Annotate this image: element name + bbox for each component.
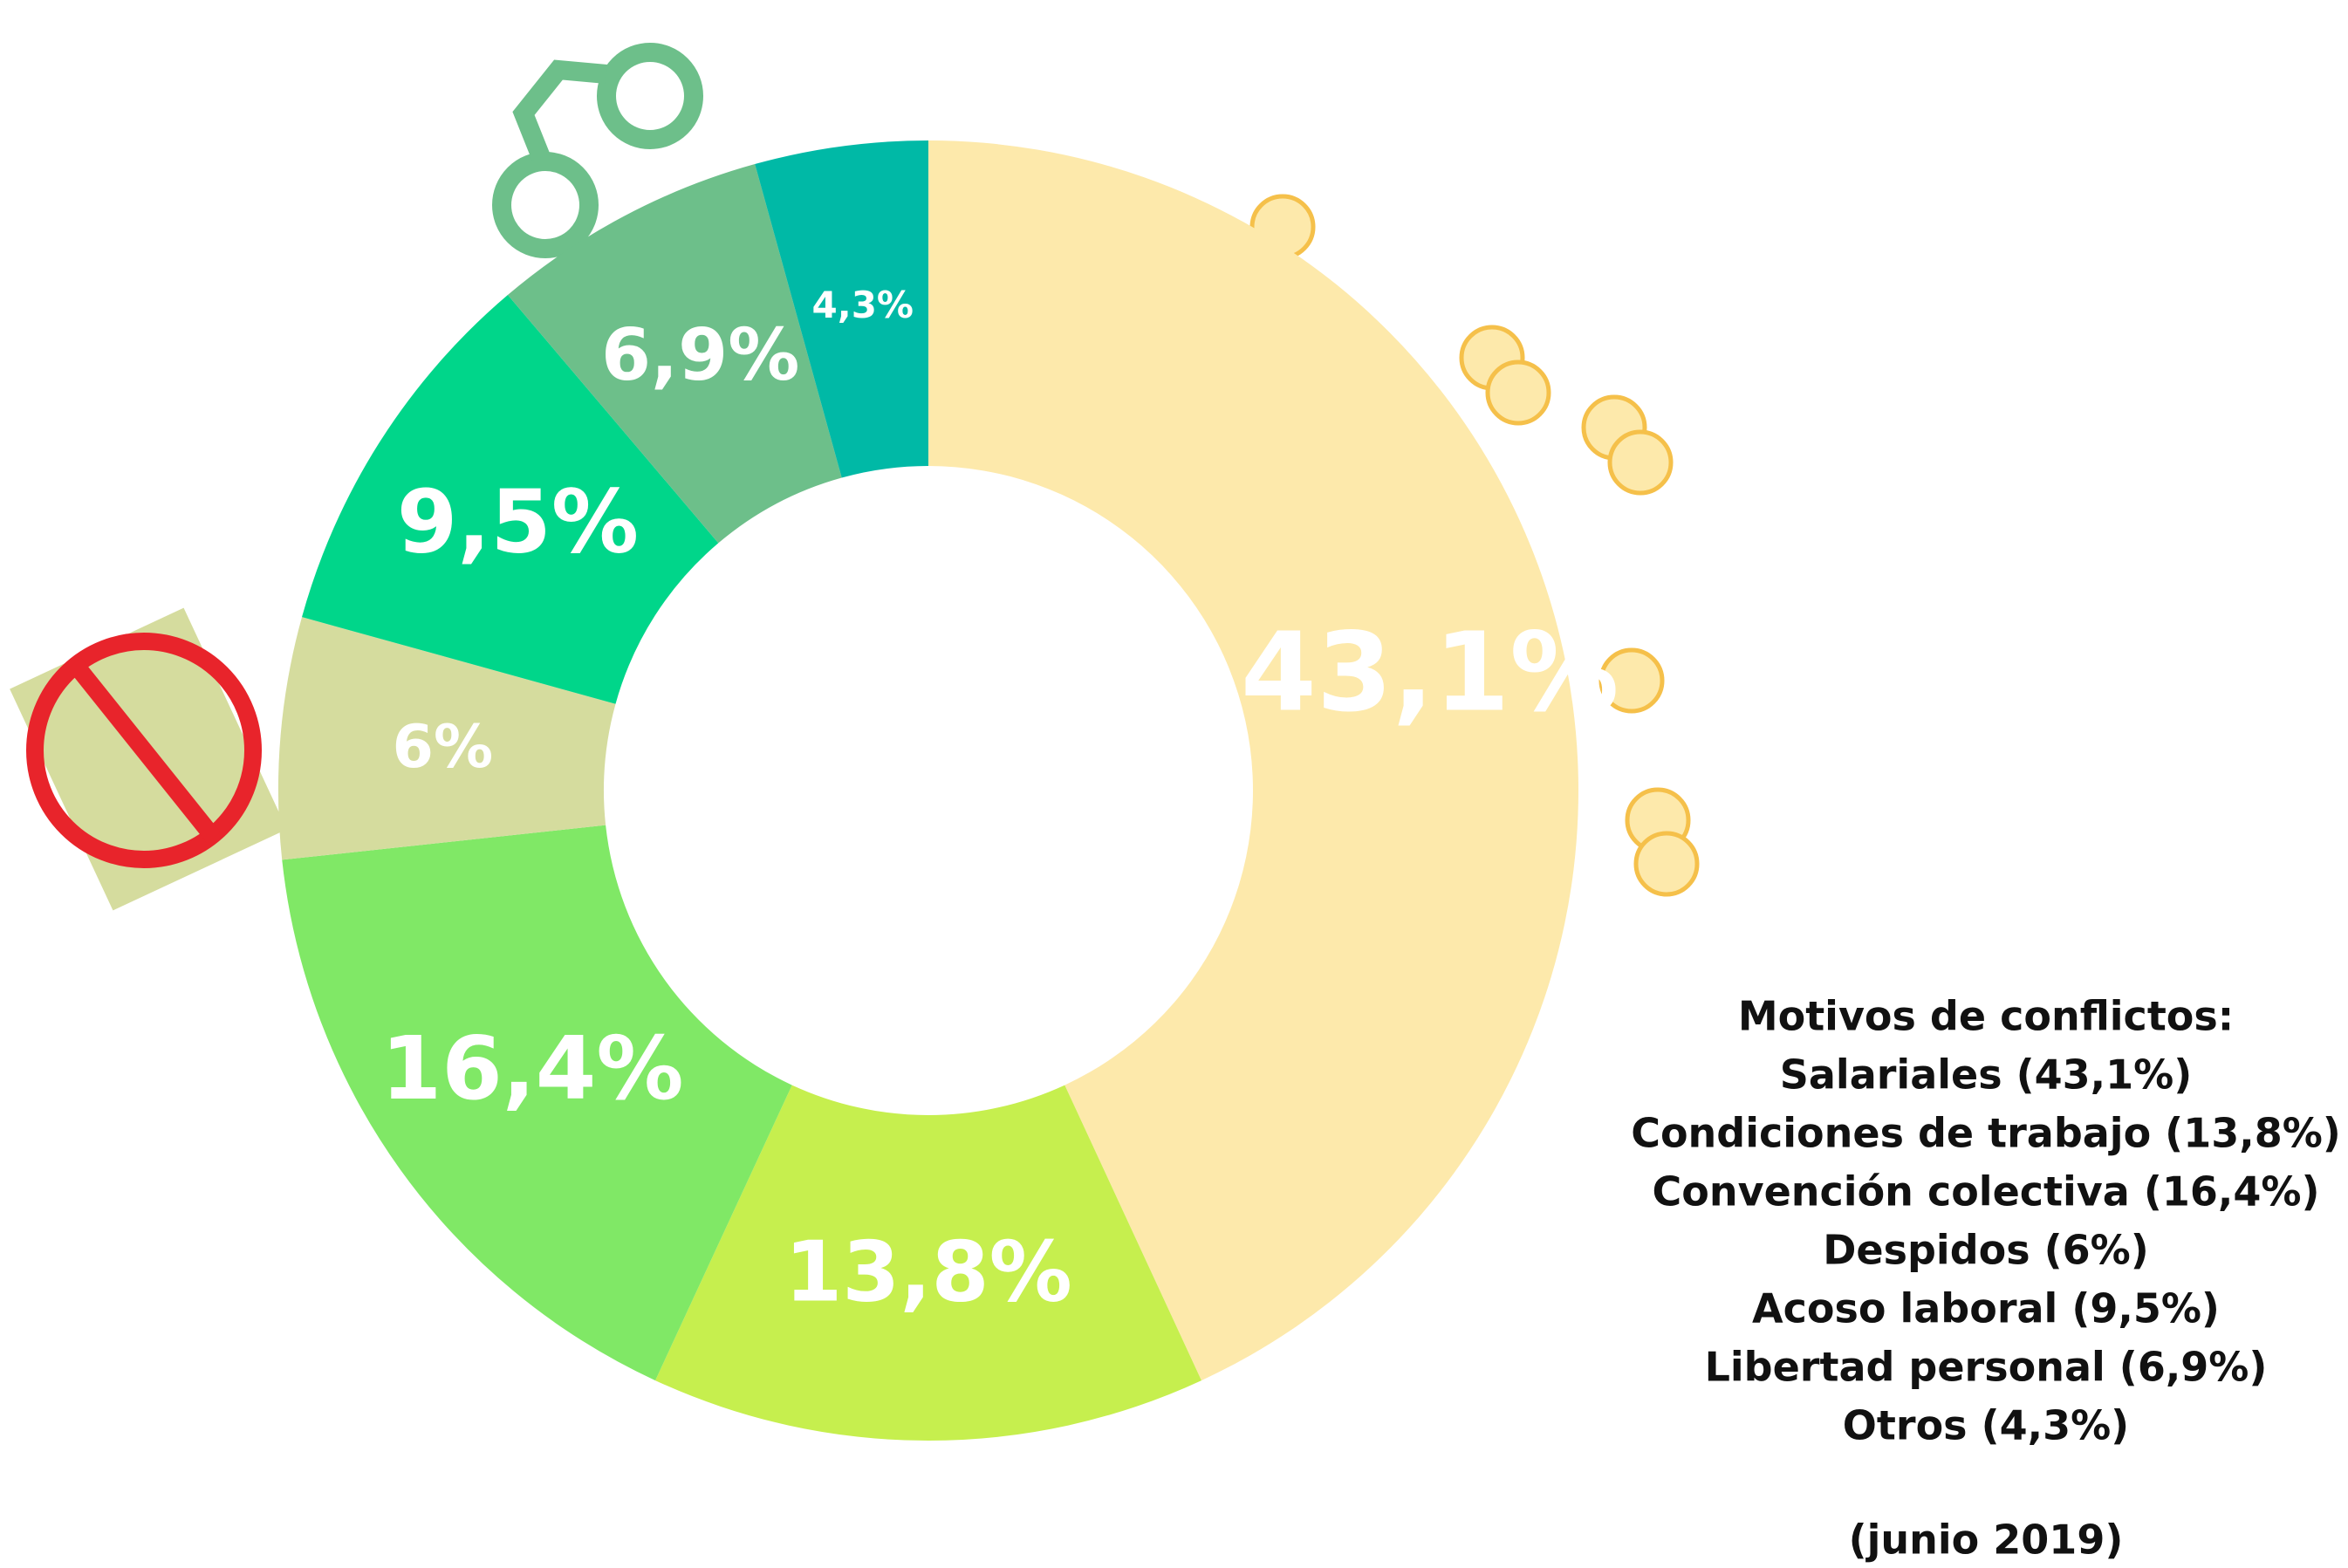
slice <box>278 617 616 860</box>
note: (junio 2019) <box>1849 1517 2124 1564</box>
value-label: 6% <box>393 713 493 782</box>
legend-item: Despidos (6%) <box>1823 1227 2149 1274</box>
legend-item: Convención colectiva (16,4%) <box>1653 1168 2320 1215</box>
legend-item: Libertad personal (6,9%) <box>1705 1344 2268 1391</box>
legend-item: Salariales (43,1%) <box>1780 1051 2192 1099</box>
value-label: 43,1% <box>1241 610 1619 736</box>
value-label: 6,9% <box>601 314 799 397</box>
slice <box>507 164 842 544</box>
slice <box>755 140 928 478</box>
slice <box>655 1085 1201 1441</box>
value-label: 13,8% <box>784 1224 1072 1320</box>
slice <box>302 294 719 704</box>
value-label: 4,3% <box>812 284 914 326</box>
decorations <box>10 43 1700 911</box>
value-label: 9,5% <box>397 471 639 573</box>
value-label: 16,4% <box>381 1017 684 1120</box>
money-icons <box>1249 194 1700 897</box>
handcuffs-icon <box>492 43 703 258</box>
value-labels: 43,1% 13,8% 16,4% 6% 9,5% 6,9% 4,3% <box>381 284 1619 1320</box>
legend-item: Otros (4,3%) <box>1843 1402 2129 1449</box>
slice <box>282 825 792 1381</box>
donut <box>278 140 1579 1441</box>
legend-item: Acoso laboral (9,5%) <box>1752 1285 2220 1332</box>
legend-item: Condiciones de trabajo (13,8%) <box>1631 1110 2341 1157</box>
legend: Motivos de conflictos: Salariales (43,1%)… <box>1631 993 2341 1564</box>
slice <box>928 140 1579 1381</box>
legend-title: Motivos de conflictos: <box>1738 993 2234 1040</box>
contract-icon <box>10 607 287 911</box>
